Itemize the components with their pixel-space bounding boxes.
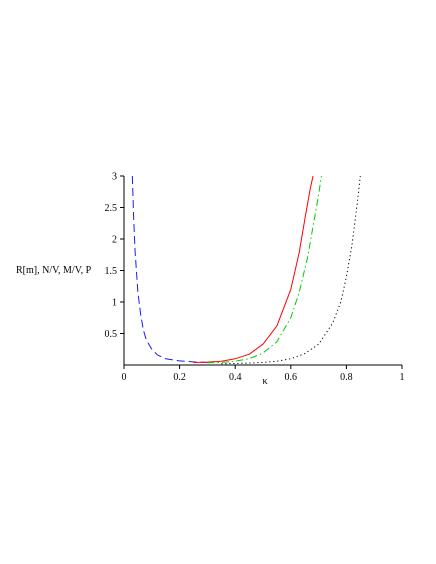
y-tick-label: 1.5 xyxy=(105,266,118,277)
series-layer xyxy=(131,175,361,365)
y-tick-label: 3 xyxy=(112,172,117,183)
y-axis-label: R[m], N/V, M/V, P xyxy=(16,265,92,276)
x-tick-label: 0.8 xyxy=(340,372,353,383)
y-tick-label: 1 xyxy=(112,298,117,309)
y-tick-layer: 0.5 1 1.5 2 2.5 3 xyxy=(105,172,124,340)
x-tick-label: 0.6 xyxy=(285,372,298,383)
y-tick-label: 0.5 xyxy=(105,329,118,340)
series-line-3 xyxy=(207,175,322,364)
x-axis-label: κ xyxy=(262,376,267,387)
y-tick-label: 2.5 xyxy=(105,203,118,214)
x-tick-layer: 0 0.2 0.4 0.6 0.8 1 xyxy=(122,365,405,383)
y-tick-label: 2 xyxy=(112,235,117,246)
x-tick-label: 0.2 xyxy=(173,372,186,383)
x-tick-label: 0.4 xyxy=(229,372,242,383)
series-line-1 xyxy=(131,175,208,363)
series-line-2 xyxy=(193,175,314,363)
x-tick-label: 0 xyxy=(122,372,127,383)
x-tick-label: 1 xyxy=(400,372,405,383)
series-line-4 xyxy=(221,175,361,365)
